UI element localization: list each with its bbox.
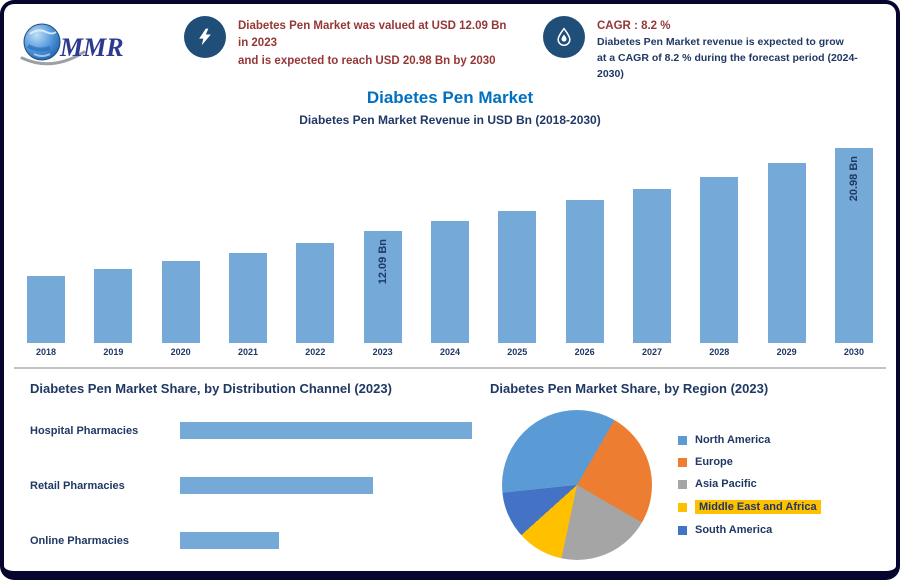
x-axis-tick-2028: 2028 [709, 347, 730, 357]
hbar-bar-hospital-pharmacies [180, 422, 472, 439]
bar-column-2021: 2021 [228, 253, 268, 357]
page-title: Diabetes Pen Market [366, 88, 534, 107]
x-axis-tick-2030: 2030 [843, 347, 864, 357]
bar-column-2023: 12.09 Bn 2023 [363, 231, 403, 357]
x-axis-tick-2024: 2024 [439, 347, 460, 357]
logo-text: MMR [59, 33, 124, 62]
cagr-text: CAGR : 8.2 % Diabetes Pen Market revenue… [597, 16, 876, 83]
lightning-icon [184, 16, 226, 58]
x-axis-tick-2021: 2021 [237, 347, 258, 357]
x-axis-tick-2027: 2027 [641, 347, 662, 357]
bar-column-2028: 2028 [699, 177, 739, 357]
bar-2025 [498, 211, 537, 343]
distribution-channel-section: Diabetes Pen Market Share, by Distributi… [30, 381, 472, 571]
bar-column-2020: 2020 [161, 261, 201, 357]
legend-label: Europe [695, 456, 733, 468]
mmr-logo-graphic: MMR [20, 23, 124, 66]
cagr-stat: CAGR : 8.2 % Diabetes Pen Market revenue… [543, 16, 876, 83]
legend-marker [678, 435, 687, 445]
pie-chart-heading: Diabetes Pen Market Share, by Region (20… [490, 381, 769, 396]
legend-item: Asia Pacific [678, 478, 821, 490]
bar-2028 [700, 177, 739, 343]
bar-value-label: 12.09 Bn [376, 239, 389, 285]
bar-2020 [161, 261, 200, 343]
legend-label: Middle East and Africa [695, 500, 821, 514]
bottom-section: Diabetes Pen Market Share, by Distributi… [4, 369, 896, 571]
bar-2019 [94, 269, 133, 343]
pie-legend: North America Europe Asia Pacific Middle Ea… [678, 424, 821, 546]
x-axis-tick-2019: 2019 [103, 347, 124, 357]
bar-column-2018: 2018 [26, 276, 66, 357]
x-axis-tick-2022: 2022 [305, 347, 326, 357]
bar-column-2029: 2029 [767, 163, 807, 357]
legend-label: Asia Pacific [695, 478, 757, 490]
bar-column-2019: 2019 [93, 269, 133, 357]
bar-column-2022: 2022 [295, 243, 335, 357]
bar-2026 [565, 200, 604, 343]
chart-subtitle: Diabetes Pen Market Revenue in USD Bn (2… [299, 113, 601, 127]
stat-line: CAGR : 8.2 % [597, 20, 671, 32]
bar-value-label: 20.98 Bn [847, 156, 860, 202]
hbar-track [180, 422, 472, 439]
hbar-track [180, 532, 472, 549]
pie-chart [502, 410, 652, 560]
market-size-stat: Diabetes Pen Market was valued at USD 12… [184, 16, 517, 70]
x-axis-tick-2020: 2020 [170, 347, 191, 357]
legend-marker [678, 502, 687, 512]
bar-2018 [27, 276, 65, 343]
pie-area: North America Europe Asia Pacific Middle Ea… [490, 410, 870, 560]
bar-column-2027: 2027 [632, 189, 672, 357]
x-axis-tick-2018: 2018 [35, 347, 57, 357]
stat-line: at a CAGR of 8.2 % during the forecast p… [597, 52, 858, 80]
logo-swoosh [20, 50, 86, 66]
market-size-text: Diabetes Pen Market was valued at USD 12… [238, 16, 517, 70]
legend-item: Europe [678, 456, 821, 468]
bar-2022 [296, 243, 335, 343]
hbar-chart: Hospital Pharmacies Retail Pharmacies Onli… [30, 422, 472, 549]
droplet-icon [543, 16, 585, 58]
hbar-row-label: Hospital Pharmacies [30, 424, 139, 437]
hbar-bar-retail-pharmacies [180, 477, 373, 494]
legend-item: Middle East and Africa [678, 500, 821, 514]
bar-2023: 12.09 Bn [363, 231, 402, 343]
mmr-logo: MMR [18, 16, 158, 76]
stat-line: and is expected to reach USD 20.98 Bn by… [238, 54, 496, 67]
bar-2024 [430, 221, 469, 343]
bar-chart: 2018 2019 2020 2021 2022 12.09 Bn 2023 2024 2025… [26, 139, 874, 357]
legend-marker [678, 525, 687, 535]
hbar-row: Hospital Pharmacies [30, 422, 472, 439]
globe-icon [23, 23, 61, 61]
bar-2029 [767, 163, 806, 343]
legend-item: South America [678, 524, 821, 536]
hbar-bar-online-pharmacies [180, 532, 280, 549]
hbar-chart-heading: Diabetes Pen Market Share, by Distributi… [30, 381, 392, 396]
region-section: Diabetes Pen Market Share, by Region (20… [490, 381, 870, 571]
bar-2021 [228, 253, 267, 343]
divider [14, 367, 886, 369]
stat-line: Diabetes Pen Market revenue is expected … [597, 36, 844, 49]
legend-label: North America [695, 434, 771, 446]
x-axis-tick-2026: 2026 [574, 347, 595, 357]
hbar-row-label: Retail Pharmacies [30, 479, 125, 492]
hbar-row: Online Pharmacies [30, 532, 472, 549]
bar-column-2026: 2026 [565, 200, 605, 357]
hbar-row-label: Online Pharmacies [30, 534, 130, 547]
bar-2030: 20.98 Bn [834, 148, 873, 343]
header: MMR Diabetes Pen Market was valued at US… [4, 4, 896, 84]
legend-marker [678, 479, 687, 489]
bar-column-2024: 2024 [430, 221, 470, 357]
x-axis-tick-2029: 2029 [776, 347, 797, 357]
x-axis-tick-2023: 2023 [372, 347, 393, 357]
legend-marker [678, 457, 687, 467]
bar-column-2025: 2025 [497, 211, 537, 357]
hbar-row: Retail Pharmacies [30, 477, 472, 494]
legend-label: South America [695, 524, 773, 536]
x-axis-tick-2025: 2025 [507, 347, 528, 357]
hbar-track [180, 477, 472, 494]
bar-2027 [632, 189, 671, 343]
bar-column-2030: 20.98 Bn 2030 [834, 148, 874, 357]
legend-item: North America [678, 434, 821, 446]
stat-line: Diabetes Pen Market was valued at USD 12… [238, 20, 507, 50]
